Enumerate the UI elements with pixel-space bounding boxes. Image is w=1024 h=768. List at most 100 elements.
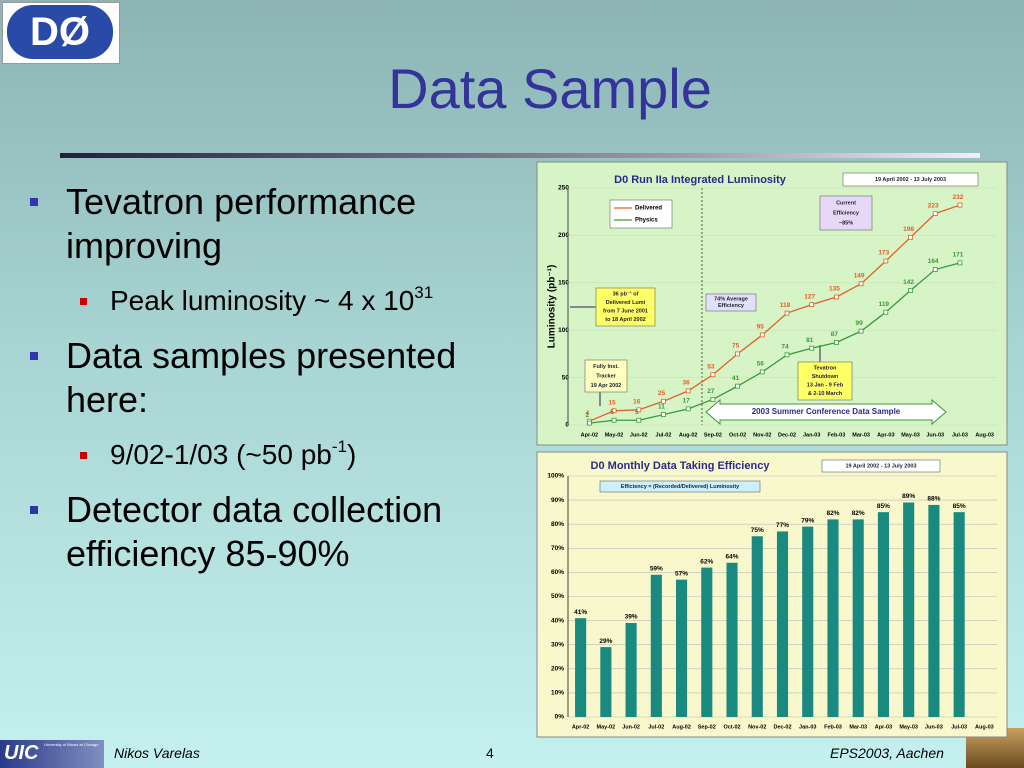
x-tick-label: Jul-03: [952, 432, 968, 438]
x-tick-label: Dec-02: [773, 724, 791, 730]
marker: [661, 412, 666, 417]
data-label: 27: [707, 388, 715, 395]
marker: [636, 407, 642, 413]
x-tick-label: Apr-02: [581, 432, 598, 438]
x-tick-label: Apr-03: [875, 724, 892, 730]
annotation: Efficiency: [833, 210, 860, 216]
annotation: 19 April 2002 - 13 July 2003: [845, 463, 916, 469]
data-label: 15: [608, 399, 616, 406]
y-tick-label: 20%: [551, 666, 564, 673]
marker: [759, 332, 765, 338]
sub-bullet-text: 9/02-1/03 (~50 pb: [110, 439, 332, 470]
bar: [852, 519, 864, 717]
data-label: 164: [928, 258, 939, 265]
y-tick-label: 100%: [547, 473, 564, 480]
marker: [735, 351, 740, 357]
x-tick-label: Sep-02: [704, 432, 722, 438]
data-label: 75%: [751, 527, 764, 534]
y-tick-label: 50%: [551, 593, 564, 600]
x-tick-label: Jan-03: [799, 724, 816, 730]
marker: [685, 406, 691, 412]
y-tick-label: 10%: [551, 690, 564, 697]
annotation: Efficiency = (Recorded/Delivered) Lumino…: [621, 484, 740, 490]
logo-text: UIC: [4, 742, 39, 764]
legend-label: Delivered: [635, 206, 662, 212]
data-label: 75: [732, 343, 740, 350]
bar: [776, 531, 789, 717]
superscript: 31: [414, 283, 434, 302]
data-label: 95: [757, 324, 765, 331]
data-label: 223: [928, 202, 939, 209]
data-label: 99: [856, 320, 864, 327]
bullet: Data samples presented here:: [30, 334, 510, 422]
data-label: 5: [635, 409, 639, 416]
bar: [676, 579, 688, 717]
data-label: 74: [781, 344, 789, 351]
data-label: 2: [586, 412, 590, 419]
data-label: 56: [757, 361, 765, 368]
data-label: 127: [804, 293, 815, 300]
marker: [957, 260, 963, 266]
page-number: 4: [486, 745, 494, 761]
data-label: 53: [707, 363, 715, 370]
sub-bullet: 9/02-1/03 (~50 pb-1): [80, 438, 356, 472]
data-label: 232: [953, 194, 964, 201]
x-tick-label: Nov-02: [748, 724, 766, 730]
y-tick-label: 70%: [551, 545, 564, 552]
chart-title: D0 Monthly Data Taking Efficiency: [591, 460, 771, 472]
data-label: 41: [732, 375, 740, 382]
annotation-box: [584, 359, 628, 393]
marker: [710, 397, 716, 402]
data-label: 135: [829, 286, 840, 293]
annotation: ~85%: [839, 220, 853, 226]
annotation: Tracker: [596, 373, 616, 379]
annotation: 19 Apr 2002: [591, 383, 622, 389]
annotation: 36 pb⁻¹ of: [613, 291, 639, 298]
footer-logo: UIC University of Illinois at Chicago: [0, 740, 104, 768]
data-label: 16: [633, 399, 641, 406]
legend-label: Physics: [635, 218, 658, 224]
logo-caption: University of Illinois at Chicago: [44, 742, 99, 747]
annotation-box: [821, 459, 941, 473]
sub-bullet-text: ): [346, 439, 357, 470]
marker: [957, 202, 963, 208]
y-axis-label: Luminosity (pb⁻¹): [547, 265, 558, 349]
y-tick-label: 90%: [551, 497, 564, 504]
data-label: 77%: [776, 522, 789, 529]
annotation: Efficiency: [718, 303, 745, 309]
marker: [908, 234, 913, 240]
data-label: 87: [831, 331, 839, 338]
annotation: 13 Jan - 9 Feb: [807, 383, 844, 389]
y-tick-label: 100: [558, 327, 569, 334]
data-label: 142: [903, 279, 914, 286]
annotation: & 2-10 March: [808, 391, 843, 397]
x-tick-label: Aug-03: [975, 432, 994, 438]
sub-bullet-text: Peak luminosity ~ 4 x 10: [110, 285, 415, 316]
y-tick-label: 0%: [555, 714, 565, 721]
annotation: from 7 June 2001: [603, 309, 648, 315]
x-tick-label: May-02: [597, 724, 616, 730]
data-label: 39%: [625, 614, 638, 621]
data-label: 82%: [852, 510, 865, 517]
x-tick-label: Feb-03: [824, 724, 842, 730]
bullet-text: Data samples presented here:: [66, 335, 457, 420]
data-label: 64%: [726, 553, 739, 560]
annotation-box: [599, 480, 761, 493]
x-tick-label: Jun-02: [622, 724, 640, 730]
y-tick-label: 150: [558, 280, 569, 287]
data-label: 88%: [927, 496, 940, 503]
marker: [932, 267, 938, 272]
bullet-text: Tevatron performance improving: [66, 181, 417, 266]
x-tick-label: Oct-02: [723, 724, 740, 730]
annotation: Shutdown: [812, 374, 839, 380]
annotation: Delivered Lumi: [606, 300, 646, 306]
marker: [636, 417, 642, 423]
y-tick-label: 80%: [551, 521, 564, 528]
logo: DØ: [2, 2, 120, 64]
marker: [586, 420, 592, 426]
data-label: 89%: [902, 493, 915, 500]
x-tick-label: Jun-02: [630, 432, 648, 438]
superscript: -1: [331, 437, 347, 456]
